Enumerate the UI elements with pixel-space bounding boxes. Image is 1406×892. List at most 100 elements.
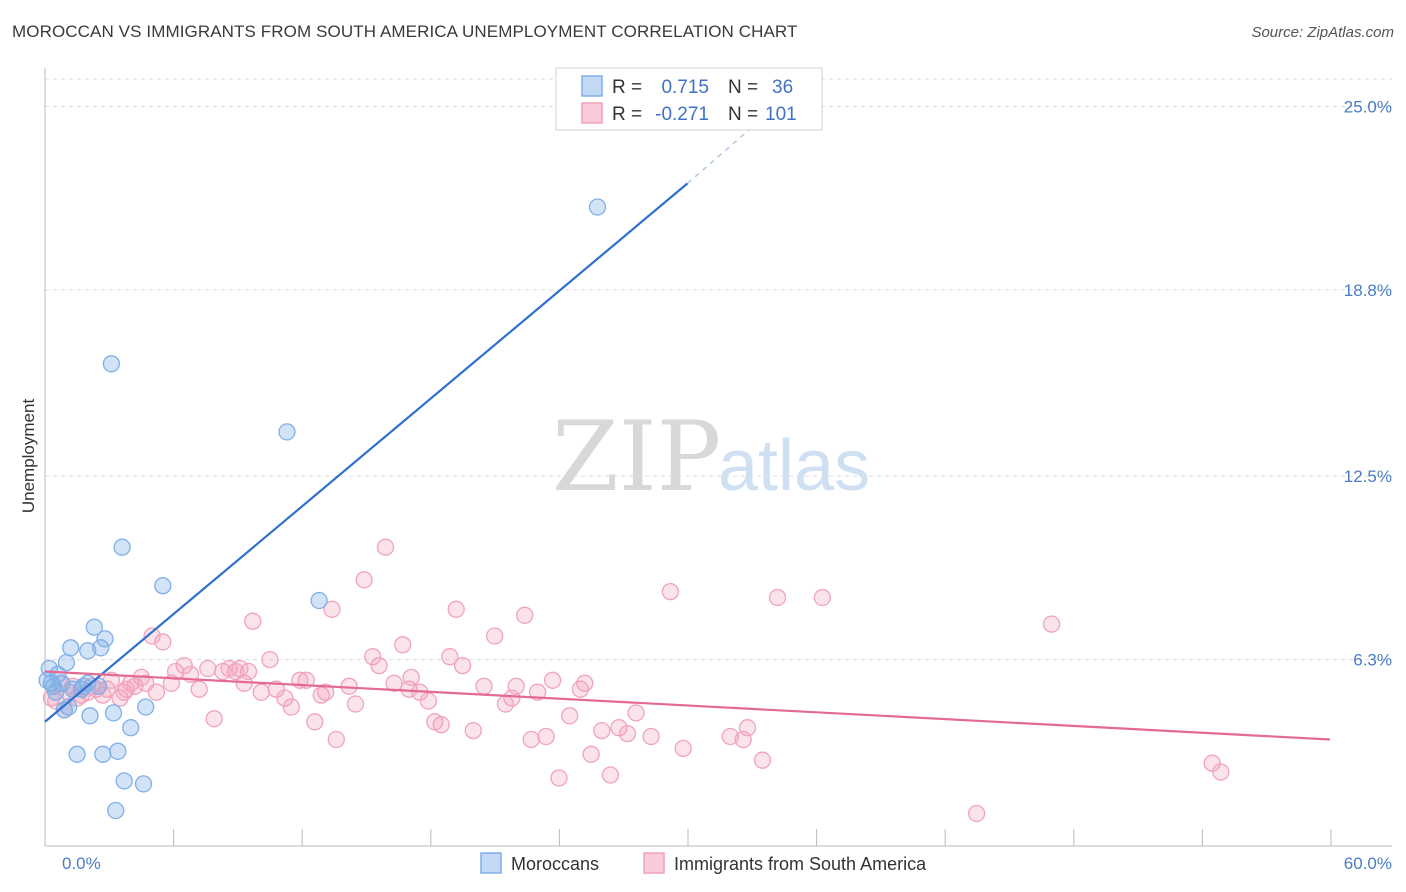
bottom-legend-label-moroccans: Moroccans <box>511 854 599 874</box>
point-immigrants <box>355 571 373 589</box>
point-immigrants <box>610 719 628 737</box>
point-moroccans <box>96 630 114 648</box>
point-immigrants <box>117 680 136 698</box>
point-moroccans <box>79 642 97 660</box>
point-immigrants <box>432 716 450 734</box>
point-immigrants <box>516 606 534 624</box>
point-moroccans <box>59 698 78 716</box>
point-immigrants <box>244 612 262 630</box>
legend-n-label-1: N = <box>728 77 758 98</box>
legend-n-value-moroccans: 36 <box>772 77 793 98</box>
point-moroccans <box>137 698 155 716</box>
axes <box>44 68 1392 847</box>
correlation-legend: R = 0.715 N = 36 R = -0.271 N = 101 <box>555 67 823 131</box>
point-moroccans <box>38 671 56 689</box>
legend-swatch-immigrants <box>581 102 603 124</box>
point-immigrants <box>1042 615 1061 633</box>
legend-r-value-moroccans: 0.715 <box>661 77 709 98</box>
point-moroccans <box>109 742 127 760</box>
point-immigrants <box>486 627 504 645</box>
point-moroccans <box>49 665 67 684</box>
legend-n-value-immigrants: 101 <box>765 104 797 125</box>
y-tick-label: 6.3% <box>1353 651 1392 670</box>
point-moroccans <box>104 704 123 722</box>
point-immigrants <box>400 680 418 698</box>
series-moroccans-points <box>38 198 607 820</box>
point-immigrants <box>175 656 193 675</box>
point-immigrants <box>316 683 335 701</box>
point-immigrants <box>661 582 680 601</box>
point-immigrants <box>376 538 395 556</box>
point-immigrants <box>642 727 660 746</box>
point-immigrants <box>306 713 324 731</box>
bottom-legend-label-immigrants: Immigrants from South America <box>674 854 927 874</box>
watermark-zip: ZIP <box>552 401 721 513</box>
y-tick-label: 25.0% <box>1344 97 1392 116</box>
point-immigrants <box>323 600 341 618</box>
point-immigrants <box>115 683 133 701</box>
series-immigrants-points <box>42 538 1230 823</box>
point-moroccans <box>57 653 76 672</box>
point-moroccans <box>92 639 110 657</box>
point-moroccans <box>68 745 86 763</box>
point-immigrants <box>543 671 562 689</box>
trend-line-moroccans <box>44 182 689 723</box>
point-immigrants <box>453 656 472 675</box>
point-immigrants <box>550 769 568 787</box>
point-immigrants <box>674 739 692 758</box>
point-immigrants <box>503 689 521 707</box>
y-axis-title: Unemployment <box>19 399 38 514</box>
point-immigrants <box>561 707 579 725</box>
watermark-atlas: atlas <box>718 426 870 506</box>
y-tick-label: 12.5% <box>1344 467 1392 486</box>
point-immigrants <box>738 719 757 737</box>
point-immigrants <box>190 680 208 698</box>
point-moroccans <box>102 355 121 373</box>
point-immigrants <box>464 721 482 740</box>
point-immigrants <box>1212 763 1230 781</box>
point-immigrants <box>370 656 388 675</box>
point-moroccans <box>278 423 296 441</box>
point-moroccans <box>107 801 125 820</box>
legend-r-label-1: R = <box>612 77 642 98</box>
point-moroccans <box>115 772 133 790</box>
point-immigrants <box>627 704 645 722</box>
point-immigrants <box>528 683 547 701</box>
point-immigrants <box>346 695 365 713</box>
legend-swatch-moroccans <box>581 75 603 97</box>
y-tick-labels: 6.3% 12.5% 18.8% 25.0% <box>1344 97 1392 669</box>
grid-lines <box>45 78 1392 661</box>
point-immigrants <box>967 804 986 823</box>
point-moroccans <box>47 683 65 701</box>
point-immigrants <box>327 730 345 749</box>
point-immigrants <box>601 766 620 784</box>
point-immigrants <box>143 627 161 645</box>
point-immigrants <box>147 683 166 701</box>
point-moroccans <box>85 618 103 636</box>
point-moroccans <box>94 745 112 763</box>
x-tick-label-min: 0.0% <box>62 854 101 873</box>
y-tick-label: 18.8% <box>1344 281 1392 300</box>
point-immigrants <box>721 727 739 746</box>
point-immigrants <box>753 751 772 769</box>
point-immigrants <box>576 674 594 692</box>
point-immigrants <box>522 730 540 749</box>
point-moroccans <box>113 538 131 556</box>
point-immigrants <box>593 721 611 740</box>
point-moroccans <box>62 639 80 657</box>
point-immigrants <box>154 633 172 651</box>
point-immigrants <box>447 600 465 618</box>
point-immigrants <box>768 588 787 607</box>
point-immigrants <box>582 745 600 763</box>
chart-source: Source: ZipAtlas.com <box>1251 24 1394 41</box>
bottom-legend-swatch-immigrants <box>643 852 665 874</box>
point-immigrants <box>537 727 555 746</box>
trend-line-immigrants <box>44 670 1331 741</box>
point-immigrants <box>231 659 249 678</box>
series-legend: Moroccans Immigrants from South America <box>480 852 927 874</box>
point-moroccans <box>122 719 140 737</box>
x-tick-marks <box>44 829 1332 846</box>
point-immigrants <box>385 674 403 692</box>
point-immigrants <box>618 724 637 743</box>
point-immigrants <box>282 698 300 716</box>
